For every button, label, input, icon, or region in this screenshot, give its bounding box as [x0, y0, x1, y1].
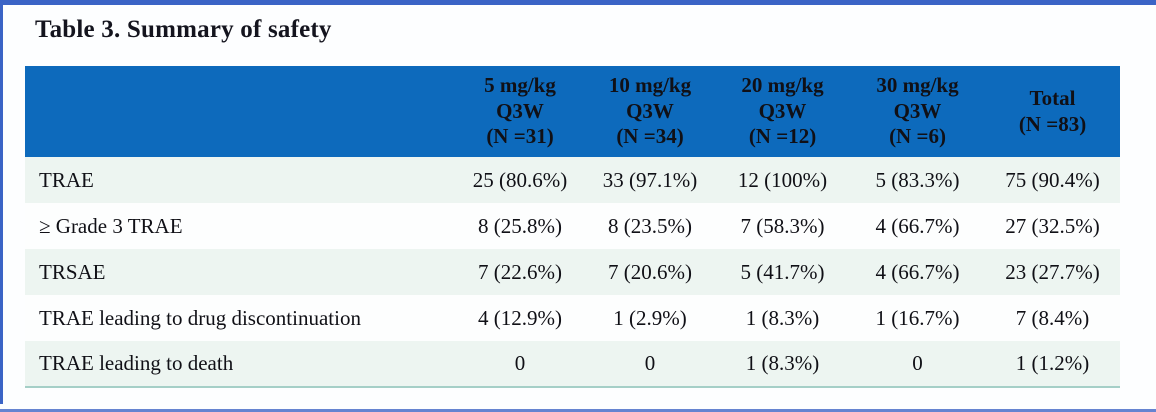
header-line: 30 mg/kg: [876, 73, 959, 98]
cell-value: 0: [644, 351, 656, 375]
cell-value: 4 (12.9%): [478, 305, 562, 330]
table-row-trae-death: TRAE leading to death 0 0 1 (8.3%) 0 1 (…: [25, 341, 1120, 387]
header-cell-20mgkg: 20 mg/kg Q3W (N =12): [715, 66, 850, 157]
cell-value: 4 (66.7%): [875, 259, 960, 284]
header-cell-30mgkg: 30 mg/kg Q3W (N =6): [850, 66, 985, 157]
table-row-grade3-trae: ≥ Grade 3 TRAE 8 (25.8%) 8 (23.5%) 7 (58…: [25, 203, 1120, 249]
table-title: Table 3. Summary of safety: [35, 16, 332, 43]
header-line: Q3W: [496, 98, 544, 123]
header-row: 5 mg/kg Q3W (N =31) 10 mg/kg Q3W (N =34)…: [25, 66, 1120, 157]
cell-value: 1 (2.9%): [613, 305, 687, 330]
cell-value: 8 (25.8%): [478, 213, 562, 238]
cell-value: 7 (8.4%): [1015, 305, 1090, 330]
cell-value: 25 (80.6%): [472, 167, 568, 192]
header-cell-empty: [25, 66, 455, 157]
row-label: TRSAE: [39, 259, 106, 284]
table-row-trae-discontinuation: TRAE leading to drug discontinuation 4 (…: [25, 295, 1120, 341]
cell-value: 1 (8.3%): [745, 351, 820, 375]
header-line: Q3W: [893, 98, 942, 123]
cell-value: 5 (41.7%): [740, 259, 825, 284]
cell-value: 1 (8.3%): [745, 305, 820, 330]
cell-value: 4 (66.7%): [875, 213, 960, 238]
cell-value: 33 (97.1%): [602, 167, 698, 192]
header-cell-10mgkg: 10 mg/kg Q3W (N =34): [585, 66, 715, 157]
table-row-trsae: TRSAE 7 (22.6%) 7 (20.6%) 5 (41.7%) 4 (6…: [25, 249, 1120, 295]
cell-value: 7 (22.6%): [478, 259, 562, 284]
cell-value: 1 (16.7%): [875, 305, 960, 330]
header-line: 20 mg/kg: [741, 73, 824, 98]
header-line: 10 mg/kg: [608, 73, 692, 98]
cell-value: 7 (58.3%): [740, 213, 825, 238]
header-line: (N =83): [1018, 111, 1087, 136]
cell-value: 0: [912, 351, 923, 375]
safety-summary-table: 5 mg/kg Q3W (N =31) 10 mg/kg Q3W (N =34)…: [25, 66, 1120, 388]
frame-left-border: [0, 0, 3, 404]
header-line: (N =12): [748, 124, 817, 149]
header-line: Total: [1029, 85, 1076, 110]
header-cell-total: Total (N =83): [985, 66, 1120, 157]
cell-value: 23 (27.7%): [1005, 259, 1100, 284]
header-line: (N =6): [889, 124, 946, 149]
header-line: Q3W: [758, 98, 807, 123]
cell-value: 8 (23.5%): [608, 213, 692, 238]
frame-bottom-border: [0, 409, 1156, 412]
header-line: (N =31): [486, 124, 554, 149]
cell-value: 75 (90.4%): [1005, 167, 1100, 192]
cell-value: 7 (20.6%): [608, 259, 692, 284]
header-line: 5 mg/kg: [484, 73, 556, 98]
frame-top-border: [0, 0, 1156, 5]
cell-value: 27 (32.5%): [1005, 213, 1100, 238]
row-label: TRAE leading to drug discontinuation: [39, 305, 361, 330]
row-label: ≥ Grade 3 TRAE: [39, 213, 183, 238]
table-row-trae: TRAE 25 (80.6%) 33 (97.1%) 12 (100%) 5 (…: [25, 157, 1120, 203]
row-label: TRAE: [39, 167, 94, 192]
header-cell-5mgkg: 5 mg/kg Q3W (N =31): [455, 66, 585, 157]
cell-value: 0: [514, 351, 526, 375]
header-line: Q3W: [626, 98, 674, 123]
cell-value: 12 (100%): [737, 167, 828, 192]
cell-value: 1 (1.2%): [1015, 351, 1090, 375]
cell-value: 5 (83.3%): [875, 167, 960, 192]
header-line: (N =34): [616, 124, 684, 149]
row-label: TRAE leading to death: [39, 351, 234, 375]
